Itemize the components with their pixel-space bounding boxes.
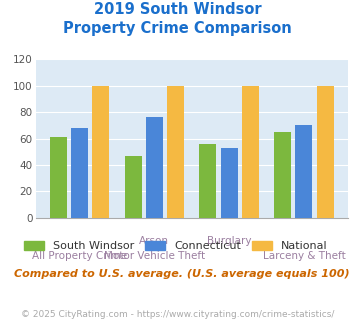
Bar bbox=[317, 86, 334, 218]
Bar bbox=[167, 86, 184, 218]
Text: All Property Crime: All Property Crime bbox=[32, 251, 127, 261]
Bar bbox=[220, 148, 237, 218]
Bar bbox=[242, 86, 259, 218]
Bar bbox=[71, 128, 88, 218]
Text: Property Crime Comparison: Property Crime Comparison bbox=[63, 21, 292, 36]
Bar bbox=[125, 156, 142, 218]
Text: Burglary: Burglary bbox=[207, 236, 251, 246]
Bar bbox=[50, 137, 67, 218]
Text: Arson: Arson bbox=[139, 236, 169, 246]
Legend: South Windsor, Connecticut, National: South Windsor, Connecticut, National bbox=[20, 237, 332, 256]
Bar bbox=[92, 86, 109, 218]
Text: 2019 South Windsor: 2019 South Windsor bbox=[94, 2, 261, 16]
Bar bbox=[200, 144, 216, 218]
Bar bbox=[274, 132, 291, 218]
Text: Larceny & Theft: Larceny & Theft bbox=[263, 251, 345, 261]
Text: Compared to U.S. average. (U.S. average equals 100): Compared to U.S. average. (U.S. average … bbox=[14, 269, 350, 279]
Bar bbox=[295, 125, 312, 218]
Bar bbox=[146, 117, 163, 218]
Text: Motor Vehicle Theft: Motor Vehicle Theft bbox=[104, 251, 205, 261]
Text: © 2025 CityRating.com - https://www.cityrating.com/crime-statistics/: © 2025 CityRating.com - https://www.city… bbox=[21, 310, 334, 319]
